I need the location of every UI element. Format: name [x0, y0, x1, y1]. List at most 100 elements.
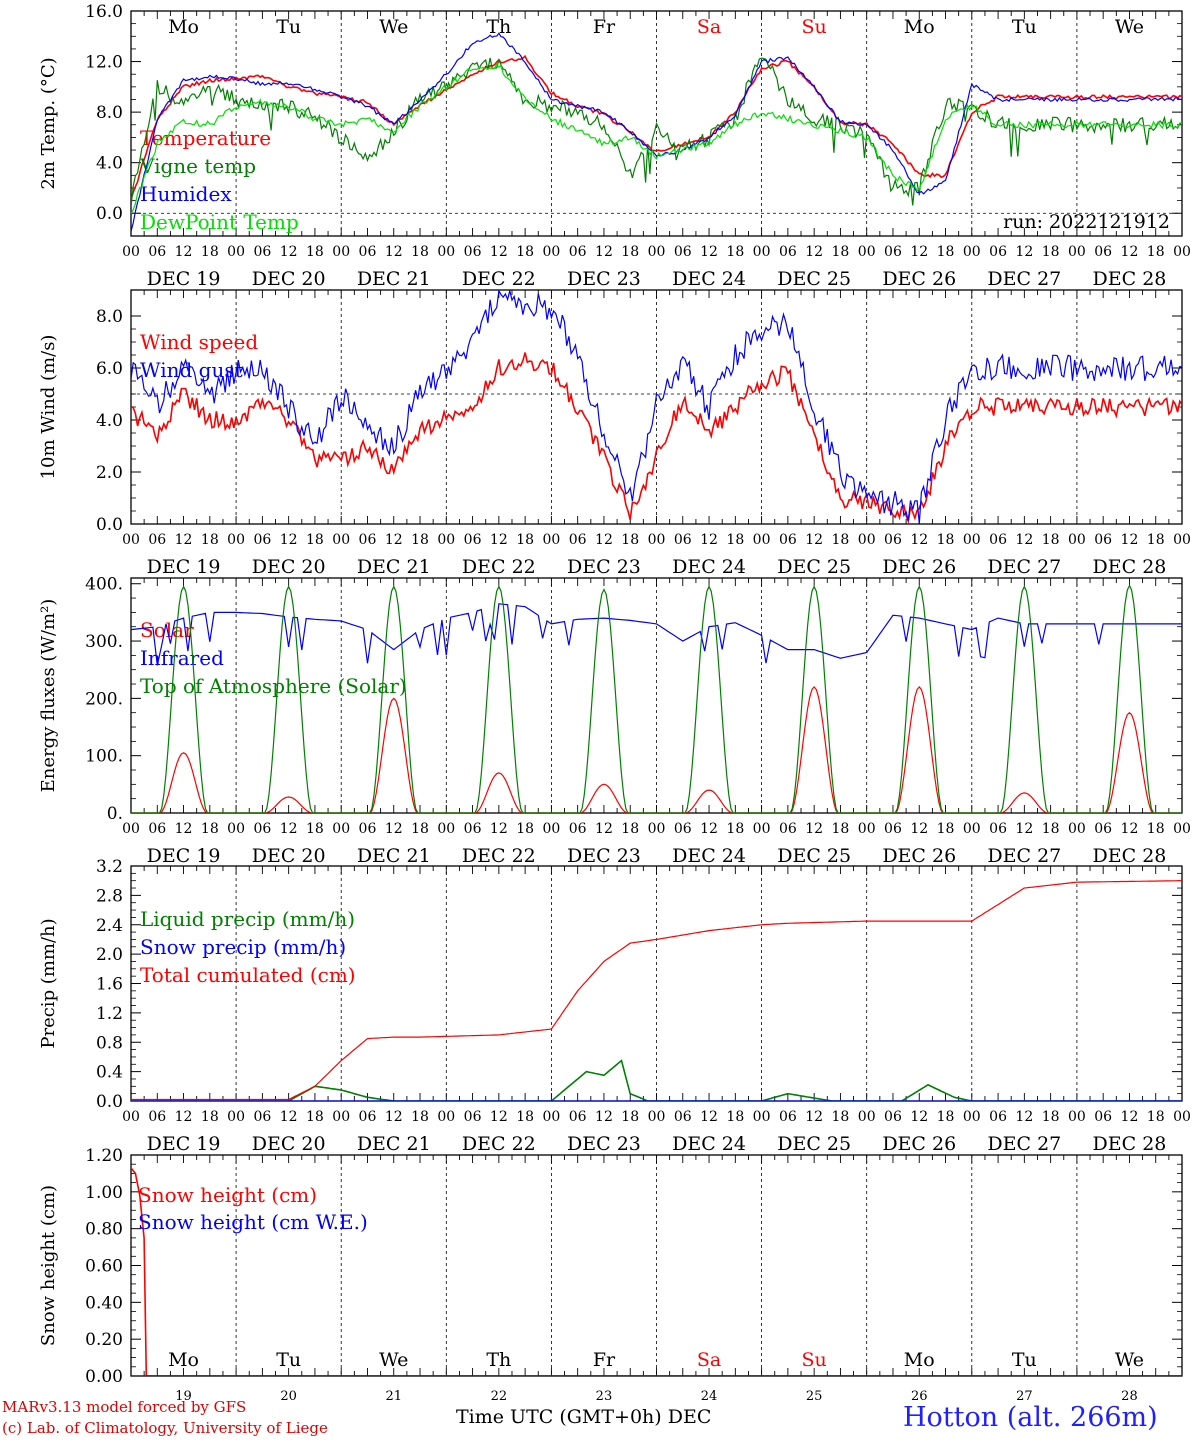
- x-date-label: DEC 22: [462, 1133, 536, 1155]
- x-hour-label: 00: [332, 532, 350, 548]
- x-hour-label: 06: [569, 244, 587, 260]
- x-date-number: 23: [596, 1389, 613, 1404]
- day-of-week-label: Mo: [904, 1349, 935, 1371]
- x-hour-label: 00: [542, 1109, 560, 1125]
- x-hour-label: 00: [122, 244, 140, 260]
- x-hour-label: 00: [437, 1109, 455, 1125]
- day-of-week-label: We: [1115, 16, 1144, 38]
- x-hour-label: 00: [437, 532, 455, 548]
- series-line-total-cumulated-cm-: [131, 880, 1182, 1101]
- x-hour-label: 00: [648, 821, 666, 837]
- x-hour-label: 06: [779, 532, 797, 548]
- y-axis-label: Snow height (cm): [38, 1185, 59, 1346]
- day-of-week-label: Mo: [904, 16, 935, 38]
- y-tick-label: 8.0: [96, 307, 123, 327]
- y-tick-label: 0.4: [96, 1063, 123, 1083]
- x-date-label: DEC 25: [777, 556, 851, 578]
- day-of-week-label: Tu: [1012, 1349, 1037, 1371]
- x-hour-label: 18: [832, 1109, 850, 1125]
- x-hour-label: 06: [148, 244, 166, 260]
- legend-entry: Snow precip (mm/h): [140, 935, 346, 959]
- x-hour-label: 00: [858, 821, 876, 837]
- x-hour-label: 18: [1042, 821, 1060, 837]
- y-tick-label: 2.8: [96, 886, 123, 906]
- x-date-number: 19: [175, 1389, 192, 1404]
- x-date-label: DEC 28: [1093, 268, 1167, 290]
- x-hour-label: 06: [884, 1109, 902, 1125]
- x-hour-label: 06: [989, 244, 1007, 260]
- x-hour-label: 06: [253, 821, 271, 837]
- x-hour-label: 18: [1147, 821, 1165, 837]
- x-date-label: DEC 26: [882, 845, 956, 867]
- x-hour-label: 18: [726, 532, 744, 548]
- x-hour-label: 00: [332, 1109, 350, 1125]
- x-date-label: DEC 28: [1093, 556, 1167, 578]
- x-hour-label: 12: [805, 821, 823, 837]
- day-of-week-label: We: [1115, 1349, 1144, 1371]
- x-hour-label: 18: [621, 532, 639, 548]
- x-hour-label: 18: [306, 1109, 324, 1125]
- x-date-label: DEC 20: [252, 845, 326, 867]
- x-hour-label: 18: [306, 244, 324, 260]
- x-hour-label: 18: [201, 821, 219, 837]
- day-of-week-label: Su: [802, 16, 827, 38]
- x-date-number: 22: [491, 1389, 508, 1404]
- x-hour-label: 12: [1121, 244, 1139, 260]
- x-hour-label: 12: [700, 244, 718, 260]
- x-hour-label: 06: [1094, 532, 1112, 548]
- x-hour-label: 06: [359, 532, 377, 548]
- chart-panel-snow: 0.00 0.20 0.40 0.60 0.80 1.00 1.20 Snow height …: [38, 1146, 1183, 1404]
- x-hour-label: 00: [1173, 1109, 1191, 1125]
- x-hour-label: 00: [1173, 821, 1191, 837]
- x-axis-label: Time UTC (GMT+0h): [456, 1406, 662, 1428]
- x-hour-label: 18: [411, 244, 429, 260]
- y-tick-label: 0.80: [85, 1220, 123, 1240]
- x-hour-label: 18: [516, 532, 534, 548]
- y-tick-label: 0.0: [96, 204, 123, 224]
- x-date-label: DEC 23: [567, 1133, 641, 1155]
- x-hour-label: 00: [858, 532, 876, 548]
- x-hour-label: 00: [437, 244, 455, 260]
- x-hour-label: 06: [884, 244, 902, 260]
- x-hour-label: 06: [359, 244, 377, 260]
- x-date-label: DEC 24: [672, 268, 746, 290]
- x-hour-label: 18: [937, 244, 955, 260]
- x-hour-label: 06: [674, 1109, 692, 1125]
- x-hour-label: 18: [726, 244, 744, 260]
- x-hour-label: 00: [542, 821, 560, 837]
- credit-line-2: (c) Lab. of Climatology, University of L…: [2, 1419, 328, 1437]
- y-axis-label: 10m Wind (m/s): [38, 335, 59, 480]
- x-hour-label: 00: [753, 532, 771, 548]
- x-hour-label: 12: [1015, 244, 1033, 260]
- x-hour-label: 18: [726, 1109, 744, 1125]
- x-hour-label: 12: [1121, 821, 1139, 837]
- y-tick-label: 8.0: [96, 103, 123, 123]
- x-hour-label: 00: [332, 821, 350, 837]
- x-date-label: DEC 28: [1093, 1133, 1167, 1155]
- x-date-label: DEC 26: [882, 268, 956, 290]
- x-date-label: DEC 23: [567, 845, 641, 867]
- x-hour-label: 00: [542, 532, 560, 548]
- x-hour-label: 06: [569, 532, 587, 548]
- x-hour-label: 12: [700, 821, 718, 837]
- x-hour-label: 00: [753, 1109, 771, 1125]
- x-hour-label: 18: [516, 244, 534, 260]
- legend-entry: Snow height (cm W.E.): [138, 1210, 368, 1234]
- x-hour-label: 12: [175, 821, 193, 837]
- x-hour-label: 18: [1042, 244, 1060, 260]
- x-hour-label: 12: [490, 821, 508, 837]
- x-hour-label: 18: [937, 532, 955, 548]
- x-hour-label: 12: [490, 1109, 508, 1125]
- chart-panel-energy: 0. 100. 200. 300. 400. Energy fluxes (W/m²) 00…: [38, 575, 1191, 867]
- day-of-week-label: Sa: [697, 16, 721, 38]
- series-line-top-of-atmosphere-solar-: [131, 584, 1182, 813]
- y-tick-label: 0.0: [96, 1092, 123, 1112]
- day-of-week-label: Sa: [697, 1349, 721, 1371]
- y-tick-label: 400.: [85, 575, 123, 595]
- x-hour-label: 18: [201, 244, 219, 260]
- x-date-label: DEC 25: [777, 845, 851, 867]
- x-date-label: DEC 19: [147, 556, 221, 578]
- x-hour-label: 18: [1042, 532, 1060, 548]
- x-hour-label: 18: [306, 532, 324, 548]
- x-date-label: DEC 22: [462, 556, 536, 578]
